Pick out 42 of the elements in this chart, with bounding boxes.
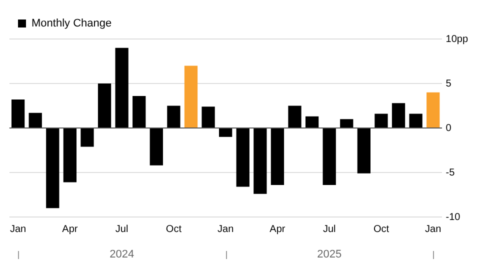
text: 2024 xyxy=(110,248,134,261)
bar xyxy=(98,84,112,128)
bar xyxy=(28,112,42,128)
bar xyxy=(357,128,371,174)
x-tick-label: Jan xyxy=(10,224,26,235)
y-tick-label: 10pp xyxy=(446,34,468,45)
bar xyxy=(392,103,406,128)
y-tick-label: -10 xyxy=(446,212,461,223)
x-tick-label: Jul xyxy=(115,224,128,235)
y-tick-label: 5 xyxy=(446,78,452,90)
bar xyxy=(80,128,94,147)
bar xyxy=(115,48,128,128)
x-tick-label: Jul xyxy=(322,224,336,235)
bar xyxy=(270,128,284,185)
x-tick-label: Oct xyxy=(373,224,390,235)
bar xyxy=(167,106,180,128)
text: 2025 xyxy=(317,248,342,261)
bar xyxy=(236,128,250,187)
x-tick-label: Jan xyxy=(425,224,442,235)
bar xyxy=(184,66,198,128)
legend-label: Monthly Change xyxy=(32,18,112,30)
x-tick-label: Apr xyxy=(270,224,286,235)
bar xyxy=(288,106,302,128)
bar xyxy=(63,128,77,182)
bar xyxy=(202,106,215,128)
bar xyxy=(46,128,60,208)
x-tick-label: Oct xyxy=(166,224,182,235)
y-tick-label: 0 xyxy=(446,122,452,134)
bar xyxy=(150,128,163,166)
bar xyxy=(11,100,25,128)
bar xyxy=(219,128,232,137)
bar xyxy=(409,114,422,128)
x-tick-label: Apr xyxy=(62,224,78,235)
bar xyxy=(305,116,319,128)
y-tick-label: -5 xyxy=(446,167,456,178)
bar xyxy=(340,119,354,128)
bar xyxy=(374,114,388,128)
bar xyxy=(132,96,146,128)
bar xyxy=(254,128,267,194)
bar xyxy=(322,128,336,185)
x-tick-label: Jan xyxy=(218,224,234,235)
bar xyxy=(426,92,440,128)
